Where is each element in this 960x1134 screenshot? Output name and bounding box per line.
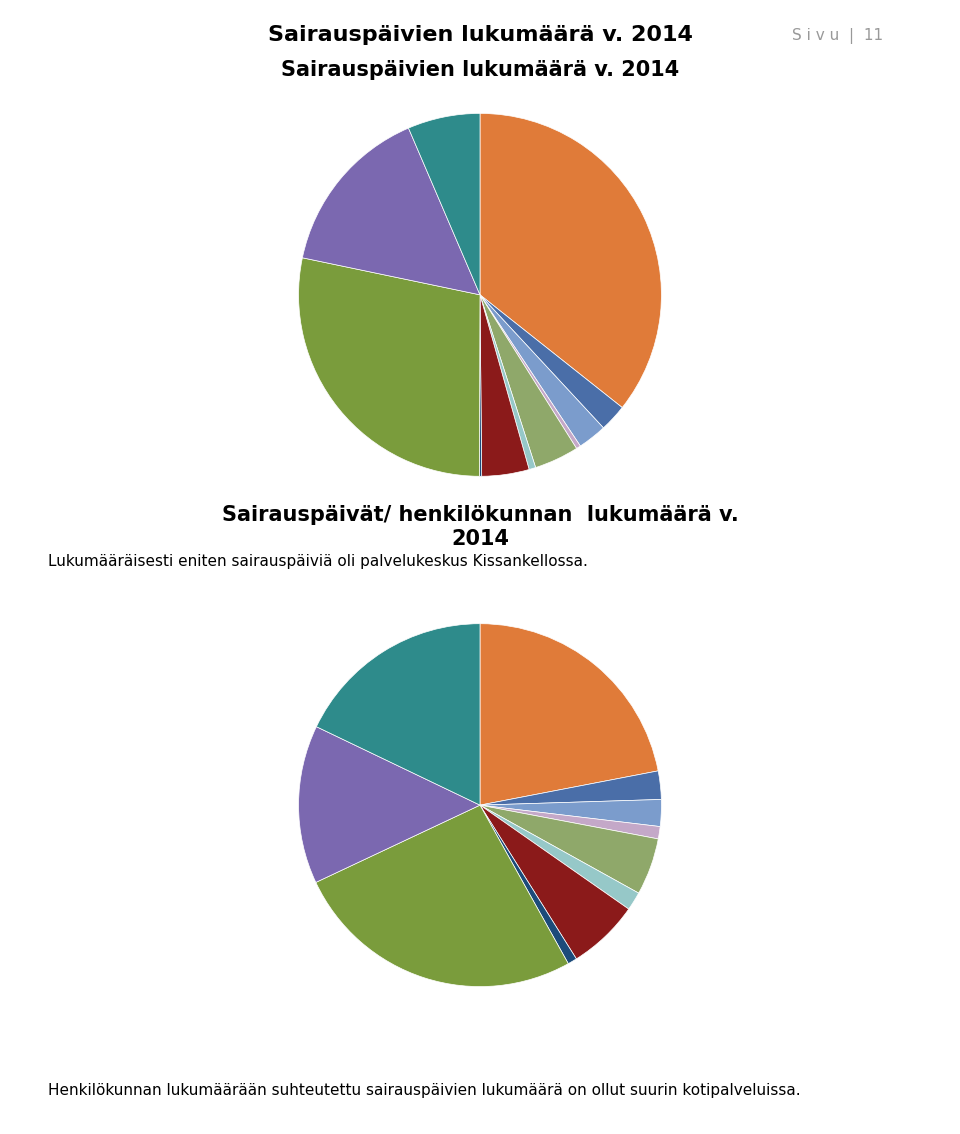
Wedge shape (480, 295, 622, 428)
Wedge shape (480, 113, 661, 407)
Wedge shape (480, 771, 661, 805)
Wedge shape (480, 295, 581, 448)
Wedge shape (302, 128, 480, 295)
Title: Sairauspäivien lukumäärä v. 2014: Sairauspäivien lukumäärä v. 2014 (268, 25, 692, 45)
Wedge shape (480, 624, 659, 805)
Wedge shape (317, 624, 480, 805)
Wedge shape (480, 295, 536, 469)
Wedge shape (480, 805, 629, 959)
Wedge shape (479, 295, 482, 476)
Wedge shape (480, 799, 661, 827)
Wedge shape (480, 805, 660, 839)
Wedge shape (409, 113, 480, 295)
Wedge shape (316, 805, 568, 987)
Wedge shape (299, 727, 480, 882)
Text: Lukumääräisesti eniten sairauspäiviä oli palvelukeskus Kissankellossa.: Lukumääräisesti eniten sairauspäiviä oli… (48, 553, 588, 569)
Wedge shape (480, 805, 576, 964)
Text: S i v u  |  11: S i v u | 11 (792, 28, 883, 44)
Wedge shape (480, 805, 638, 909)
Text: Sairauspäivien lukumäärä v. 2014: Sairauspäivien lukumäärä v. 2014 (281, 60, 679, 81)
Wedge shape (480, 805, 659, 894)
Text: Henkilökunnan lukumäärään suhteutettu sairauspäivien lukumäärä on ollut suurin k: Henkilökunnan lukumäärään suhteutettu sa… (48, 1083, 801, 1099)
Wedge shape (480, 295, 604, 446)
Wedge shape (299, 257, 480, 476)
Wedge shape (480, 295, 577, 467)
Title: Sairauspäivät/ henkilökunnan  lukumäärä v.
2014: Sairauspäivät/ henkilökunnan lukumäärä v… (222, 506, 738, 549)
Wedge shape (480, 295, 529, 476)
